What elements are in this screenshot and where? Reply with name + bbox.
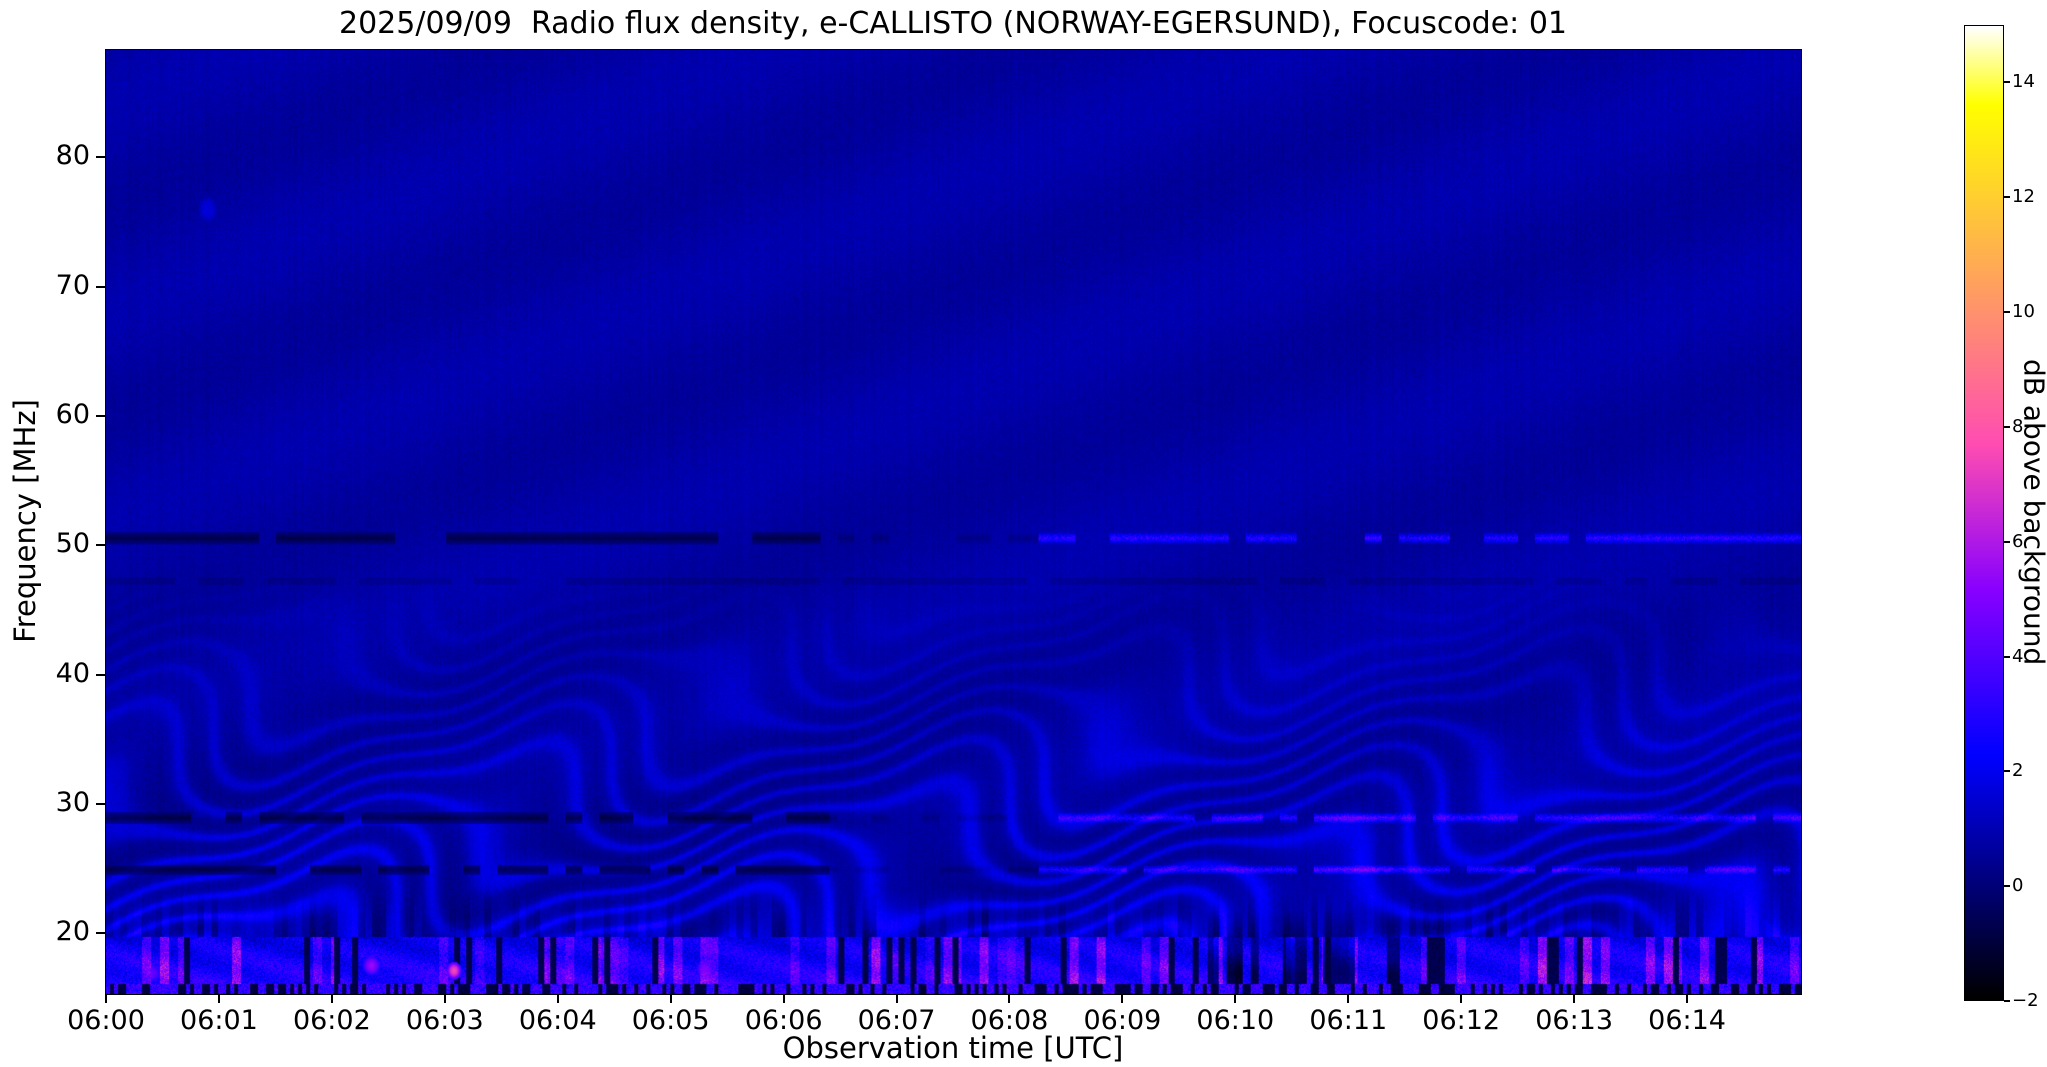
colorbar-gradient-canvas — [1965, 26, 2003, 1000]
colorbar-tick-mark — [2004, 81, 2010, 84]
x-tick-label: 06:07 — [857, 1005, 936, 1036]
x-tick-label: 06:12 — [1422, 1005, 1501, 1036]
colorbar-tick-mark — [2004, 1000, 2010, 1002]
colorbar-tick-label: 0 — [2012, 875, 2024, 897]
plot-area — [105, 49, 1802, 995]
colorbar-tick-label: 10 — [2012, 301, 2035, 323]
x-tick-mark — [1686, 994, 1689, 1003]
x-tick-mark — [1234, 994, 1237, 1003]
colorbar-tick-label: 2 — [2012, 760, 2024, 782]
y-tick-mark — [96, 285, 105, 288]
colorbar-tick-label: −2 — [2012, 990, 2039, 1011]
colorbar-tick-mark — [2004, 196, 2010, 199]
colorbar-tick-label: 12 — [2012, 186, 2035, 208]
x-tick-mark — [1121, 994, 1124, 1003]
y-tick-mark — [96, 673, 105, 676]
x-tick-label: 06:02 — [292, 1005, 371, 1036]
x-tick-mark — [895, 994, 898, 1003]
x-tick-label: 06:00 — [67, 1005, 145, 1036]
x-tick-label: 06:08 — [970, 1005, 1049, 1036]
chart-title: 2025/09/09 Radio flux density, e-CALLIST… — [339, 6, 1567, 41]
colorbar-tick-mark — [2004, 885, 2010, 888]
x-tick-mark — [330, 994, 333, 1003]
x-tick-label: 06:13 — [1535, 1005, 1614, 1036]
x-tick-mark — [556, 994, 559, 1003]
x-tick-mark — [443, 994, 446, 1003]
x-tick-label: 06:06 — [744, 1005, 823, 1036]
x-tick-mark — [217, 994, 220, 1003]
x-tick-label: 06:05 — [631, 1005, 710, 1036]
colorbar-tick-mark — [2004, 655, 2010, 658]
colorbar-tick-label: 8 — [2012, 415, 2024, 437]
colorbar-label: dB above background — [2017, 359, 2047, 666]
colorbar-tick-mark — [2004, 540, 2010, 543]
x-axis-label: Observation time [UTC] — [782, 1031, 1124, 1065]
x-tick-label: 06:09 — [1083, 1005, 1162, 1036]
colorbar-tick-label: 4 — [2012, 645, 2024, 667]
y-tick-label: 40 — [55, 657, 90, 689]
y-tick-label: 70 — [55, 269, 90, 301]
colorbar-tick-mark — [2004, 770, 2010, 773]
y-tick-mark — [96, 544, 105, 547]
y-tick-mark — [96, 415, 105, 418]
y-tick-label: 60 — [55, 399, 90, 431]
y-tick-label: 50 — [55, 528, 90, 560]
y-tick-mark — [96, 803, 105, 806]
x-tick-mark — [1460, 994, 1463, 1003]
spectrogram-canvas — [106, 50, 1801, 994]
colorbar-tick-label: 14 — [2012, 71, 2035, 93]
x-tick-label: 06:11 — [1309, 1005, 1388, 1036]
x-tick-label: 06:03 — [405, 1005, 484, 1036]
x-tick-mark — [1573, 994, 1576, 1003]
colorbar-tick-mark — [2004, 311, 2010, 314]
x-tick-label: 06:10 — [1196, 1005, 1275, 1036]
colorbar-tick-label: 6 — [2012, 530, 2024, 552]
y-tick-mark — [96, 156, 105, 159]
colorbar — [1964, 25, 2004, 1001]
x-tick-label: 06:01 — [180, 1005, 258, 1036]
y-tick-label: 80 — [55, 140, 90, 172]
x-tick-mark — [105, 994, 107, 1003]
y-tick-label: 20 — [55, 916, 90, 948]
y-tick-label: 30 — [55, 787, 90, 819]
x-tick-label: 06:14 — [1648, 1005, 1726, 1036]
x-tick-mark — [1008, 994, 1011, 1003]
x-tick-label: 06:04 — [518, 1005, 597, 1036]
x-tick-mark — [1347, 994, 1350, 1003]
colorbar-tick-mark — [2004, 425, 2010, 428]
y-tick-mark — [96, 932, 105, 935]
x-tick-mark — [782, 994, 785, 1003]
x-tick-mark — [669, 994, 672, 1003]
